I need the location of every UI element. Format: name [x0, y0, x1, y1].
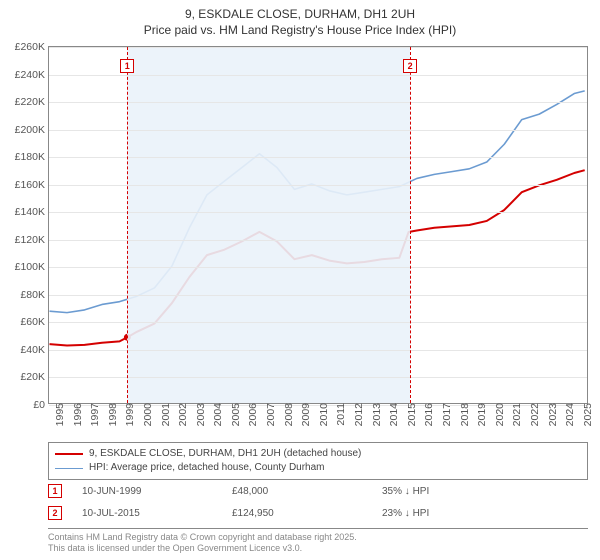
y-tick-label: £240K: [15, 69, 49, 81]
x-tick-label: 2001: [158, 403, 172, 426]
title-line-1: 9, ESKDALE CLOSE, DURHAM, DH1 2UH: [0, 6, 600, 22]
gridline-h: [49, 322, 587, 323]
gridline-h: [49, 130, 587, 131]
sale-price: £124,950: [232, 508, 382, 519]
marker-line: [410, 47, 411, 403]
sale-row: 1 10-JUN-1999£48,00035% ↓ HPI: [48, 484, 588, 498]
sale-date: 10-JUL-2015: [82, 508, 232, 519]
x-tick-label: 2020: [492, 403, 506, 426]
sale-row: 2 10-JUL-2015£124,95023% ↓ HPI: [48, 506, 588, 520]
legend-swatch: [55, 468, 83, 469]
y-tick-label: £0: [33, 399, 49, 411]
y-tick-label: £80K: [20, 289, 49, 301]
gridline-h: [49, 47, 587, 48]
x-tick-label: 2019: [474, 403, 488, 426]
gridline-h: [49, 240, 587, 241]
x-tick-label: 2009: [298, 403, 312, 426]
gridline-h: [49, 157, 587, 158]
x-tick-label: 2014: [386, 403, 400, 426]
footer-line-1: Contains HM Land Registry data © Crown c…: [48, 532, 588, 543]
gridline-h: [49, 185, 587, 186]
x-tick-label: 2010: [316, 403, 330, 426]
x-tick-label: 2025: [580, 403, 594, 426]
x-tick-label: 2013: [369, 403, 383, 426]
x-tick-label: 2015: [404, 403, 418, 426]
gridline-h: [49, 75, 587, 76]
legend-label: HPI: Average price, detached house, Coun…: [89, 461, 325, 475]
y-tick-label: £40K: [20, 344, 49, 356]
sale-price: £48,000: [232, 486, 382, 497]
chart-container: 9, ESKDALE CLOSE, DURHAM, DH1 2UH Price …: [0, 0, 600, 560]
footer-note: Contains HM Land Registry data © Crown c…: [48, 528, 588, 555]
x-tick-label: 2000: [140, 403, 154, 426]
gridline-h: [49, 212, 587, 213]
x-tick-label: 1996: [70, 403, 84, 426]
x-tick-label: 2007: [263, 403, 277, 426]
y-tick-label: £120K: [15, 234, 49, 246]
marker-line: [127, 47, 128, 403]
x-tick-label: 1997: [87, 403, 101, 426]
x-tick-label: 2002: [175, 403, 189, 426]
legend-label: 9, ESKDALE CLOSE, DURHAM, DH1 2UH (detac…: [89, 447, 361, 461]
legend-swatch: [55, 453, 83, 455]
x-tick-label: 2023: [545, 403, 559, 426]
gridline-h: [49, 102, 587, 103]
titles: 9, ESKDALE CLOSE, DURHAM, DH1 2UH Price …: [0, 0, 600, 38]
gridline-h: [49, 267, 587, 268]
title-line-2: Price paid vs. HM Land Registry's House …: [0, 22, 600, 38]
legend-box: 9, ESKDALE CLOSE, DURHAM, DH1 2UH (detac…: [48, 442, 588, 480]
x-tick-label: 2021: [509, 403, 523, 426]
gridline-h: [49, 295, 587, 296]
legend-row: HPI: Average price, detached house, Coun…: [55, 461, 581, 475]
sale-delta: 35% ↓ HPI: [382, 486, 532, 497]
x-tick-label: 2016: [421, 403, 435, 426]
sale-index-box: 1: [48, 484, 62, 498]
x-tick-label: 2024: [562, 403, 576, 426]
x-tick-label: 2008: [281, 403, 295, 426]
x-tick-label: 2005: [228, 403, 242, 426]
x-tick-label: 2017: [439, 403, 453, 426]
sale-index-box: 2: [48, 506, 62, 520]
footer-line-2: This data is licensed under the Open Gov…: [48, 543, 588, 554]
plot-area: £0£20K£40K£60K£80K£100K£120K£140K£160K£1…: [48, 46, 588, 404]
x-tick-label: 2006: [245, 403, 259, 426]
x-tick-label: 1995: [52, 403, 66, 426]
marker-box: 2: [403, 59, 417, 73]
y-tick-label: £200K: [15, 124, 49, 136]
y-tick-label: £160K: [15, 179, 49, 191]
x-tick-label: 2022: [527, 403, 541, 426]
x-tick-label: 2011: [333, 403, 347, 426]
y-tick-label: £20K: [20, 371, 49, 383]
legend-row: 9, ESKDALE CLOSE, DURHAM, DH1 2UH (detac…: [55, 447, 581, 461]
y-tick-label: £60K: [20, 316, 49, 328]
x-tick-label: 1998: [105, 403, 119, 426]
y-tick-label: £260K: [15, 41, 49, 53]
marker-box: 1: [120, 59, 134, 73]
sale-delta: 23% ↓ HPI: [382, 508, 532, 519]
y-tick-label: £140K: [15, 206, 49, 218]
x-tick-label: 1999: [122, 403, 136, 426]
y-tick-label: £220K: [15, 96, 49, 108]
x-tick-label: 2003: [193, 403, 207, 426]
x-tick-label: 2004: [210, 403, 224, 426]
gridline-h: [49, 350, 587, 351]
x-tick-label: 2018: [457, 403, 471, 426]
y-tick-label: £180K: [15, 151, 49, 163]
gridline-h: [49, 377, 587, 378]
y-tick-label: £100K: [15, 261, 49, 273]
sale-date: 10-JUN-1999: [82, 486, 232, 497]
x-tick-label: 2012: [351, 403, 365, 426]
